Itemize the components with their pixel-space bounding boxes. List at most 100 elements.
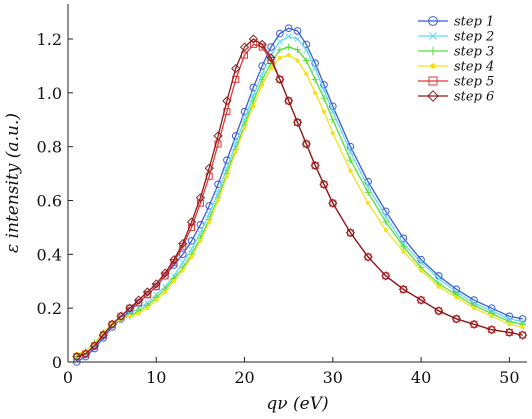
data-point	[471, 306, 477, 311]
x-axis-title: qν (eV)	[266, 394, 328, 414]
data-point	[311, 59, 319, 68]
data-point	[266, 53, 276, 63]
data-point	[224, 174, 229, 179]
data-point	[329, 102, 337, 111]
data-point	[284, 24, 293, 33]
data-point	[454, 295, 459, 300]
series-layer	[72, 24, 528, 366]
data-point	[311, 76, 319, 83]
data-point	[276, 46, 284, 54]
legend-label: step 3	[454, 45, 494, 60]
data-point	[452, 315, 460, 323]
legend-marker	[428, 46, 438, 56]
data-point	[329, 108, 336, 115]
data-point	[320, 94, 328, 102]
legend-label: step 6	[454, 90, 494, 105]
data-point	[134, 295, 144, 305]
legend-item: step 1	[418, 15, 494, 30]
data-point	[151, 279, 161, 289]
data-point	[383, 228, 388, 233]
data-point	[285, 33, 292, 40]
data-point	[257, 39, 267, 49]
data-point	[330, 131, 335, 136]
data-point	[178, 250, 187, 259]
data-point	[213, 131, 223, 141]
y-tick-label: 1.0	[37, 84, 62, 103]
data-point	[222, 96, 232, 106]
data-point	[319, 179, 329, 189]
data-point	[180, 268, 185, 273]
data-point	[435, 275, 442, 282]
data-point	[418, 268, 424, 273]
data-point	[169, 255, 179, 265]
data-point	[321, 109, 327, 114]
data-point	[436, 284, 441, 289]
series-line	[76, 38, 523, 358]
data-point	[196, 199, 204, 207]
data-point	[293, 27, 302, 35]
x-tick-label: 10	[146, 368, 166, 387]
legend-item: step 6	[418, 90, 494, 105]
legend-marker	[427, 90, 439, 102]
data-point	[401, 249, 406, 254]
legend-marker	[428, 16, 438, 26]
x-tick-label: 50	[499, 368, 519, 387]
data-point	[329, 199, 337, 207]
data-point	[73, 353, 81, 361]
data-point	[364, 189, 372, 196]
data-point	[275, 74, 285, 84]
data-point	[303, 46, 310, 53]
y-axis-title: ε intensity (a.u.)	[3, 113, 23, 253]
data-point	[239, 42, 250, 52]
data-point	[186, 217, 197, 227]
data-point	[258, 76, 266, 83]
data-point	[469, 319, 479, 329]
data-point	[366, 201, 371, 206]
data-point	[302, 40, 311, 49]
data-point	[311, 162, 319, 170]
data-point	[107, 319, 117, 329]
data-point	[294, 35, 301, 43]
data-point	[126, 304, 134, 312]
data-point	[195, 193, 206, 203]
data-point	[277, 55, 282, 60]
data-point	[99, 331, 107, 339]
data-point	[82, 350, 90, 358]
data-point	[417, 296, 425, 304]
data-point	[276, 29, 284, 38]
data-point	[108, 320, 116, 328]
data-point	[294, 46, 301, 54]
data-point	[347, 148, 354, 156]
data-point	[198, 238, 203, 243]
data-point	[248, 34, 258, 44]
data-point	[72, 352, 82, 362]
data-point	[302, 140, 310, 148]
y-tick-label: 1.2	[37, 30, 62, 49]
data-point	[416, 295, 426, 305]
data-point	[304, 71, 309, 77]
data-point	[398, 284, 409, 294]
data-point	[507, 322, 512, 327]
x-tick-label: 30	[323, 368, 343, 387]
y-tick-label: 0.8	[37, 138, 62, 157]
data-point	[285, 97, 293, 105]
data-point	[154, 297, 159, 303]
data-point	[117, 312, 125, 320]
data-point	[178, 238, 188, 249]
legend-marker	[429, 32, 437, 40]
data-point	[276, 75, 284, 83]
x-tick-label: 0	[63, 368, 73, 387]
data-point	[242, 125, 247, 130]
data-point	[125, 303, 135, 313]
legend-marker	[430, 63, 436, 69]
data-point	[489, 314, 494, 319]
data-point	[284, 96, 294, 106]
data-point	[162, 289, 168, 295]
data-point	[434, 306, 444, 316]
data-point	[81, 349, 91, 359]
data-point	[382, 272, 390, 280]
data-point	[348, 168, 353, 173]
